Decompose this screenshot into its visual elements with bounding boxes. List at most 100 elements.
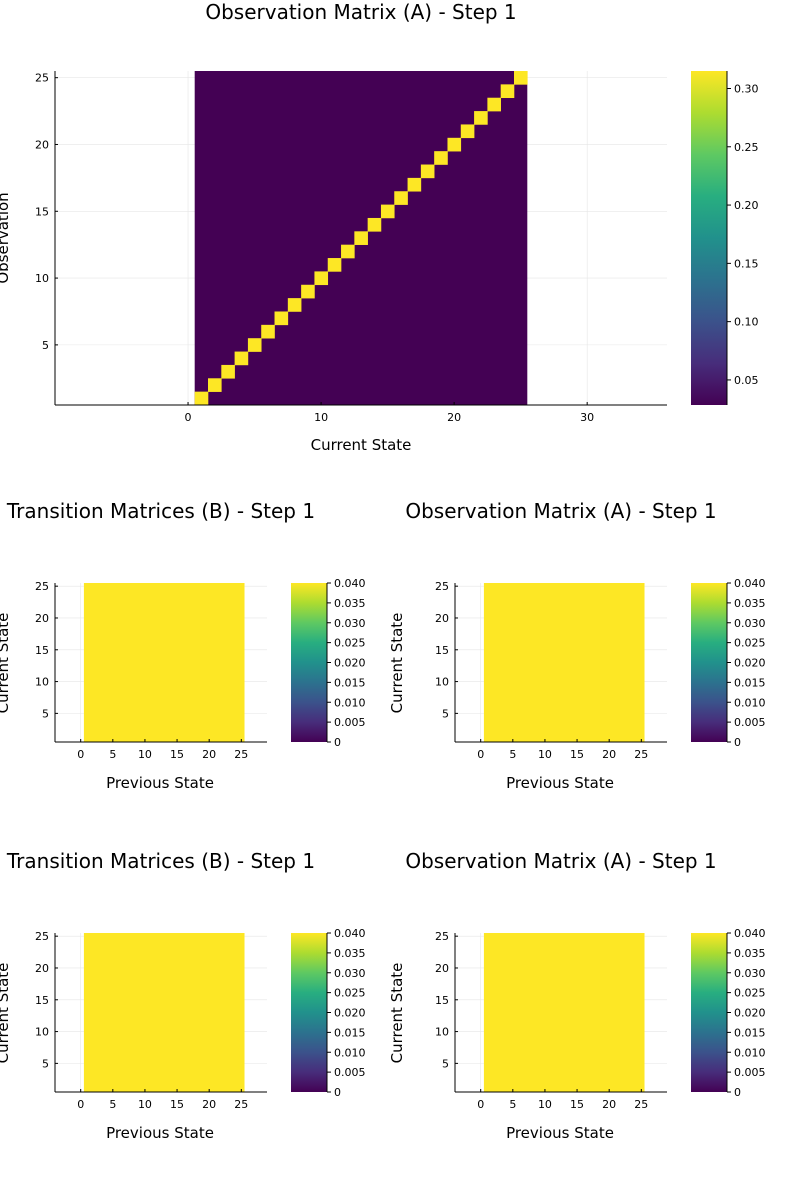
colorbar-gradient	[691, 583, 727, 742]
colorbar-tick-label: 0	[334, 1086, 341, 1099]
heatmap-uniform-block	[83, 933, 245, 1092]
chart-title: Observation Matrix (A) - Step 1	[405, 849, 716, 873]
y-tick-label: 10	[435, 676, 449, 689]
y-tick-label: 15	[435, 994, 449, 1007]
colorbar-tick-label: 0.015	[334, 676, 366, 689]
heatmap-cell-diagonal	[394, 191, 408, 205]
colorbar-tick-label: 0.040	[734, 577, 766, 590]
colorbar-tick-label: 0.025	[734, 637, 766, 650]
heatmap-cell-diagonal	[487, 97, 501, 112]
colorbar-tick-label: 0.035	[334, 597, 366, 610]
x-tick-label: 15	[570, 1098, 584, 1111]
x-axis-label: Previous State	[506, 774, 614, 792]
y-tick-label: 5	[42, 339, 49, 352]
y-tick-label: 15	[35, 644, 49, 657]
x-axis-label: Previous State	[106, 1124, 214, 1142]
y-tick-label: 20	[35, 962, 49, 975]
heatmap-cell-diagonal	[234, 351, 249, 366]
y-tick-label: 10	[35, 1026, 49, 1039]
colorbar-tick-label: 0.020	[334, 657, 366, 670]
y-tick-label: 15	[35, 994, 49, 1007]
colorbar: 0 0.005 0.010 0.015 0.020 0.025 0.030 0.035 0.04…	[691, 577, 766, 749]
y-tick-label: 25	[35, 930, 49, 943]
x-tick-label: 0	[185, 411, 192, 424]
colorbar-tick-label: 0.025	[734, 987, 766, 1000]
axes: 0 5 10 15 20 25 5 10 15 20 25	[435, 930, 667, 1111]
y-tick-label: 25	[35, 580, 49, 593]
x-tick-label: 25	[234, 1098, 248, 1111]
x-tick-label: 20	[202, 748, 216, 761]
x-tick-label: 15	[570, 748, 584, 761]
heatmap-uniform-block	[483, 933, 645, 1092]
colorbar-tick-label: 0.15	[734, 257, 759, 270]
heatmap-cell-diagonal	[287, 298, 302, 312]
x-axis-label: Previous State	[106, 774, 214, 792]
heatmap-cell-diagonal	[420, 164, 435, 179]
colorbar-tick-label: 0.020	[334, 1007, 366, 1020]
y-tick-label: 20	[435, 612, 449, 625]
colorbar-tick-label: 0.010	[334, 1046, 366, 1059]
colorbar-tick-label: 0	[334, 736, 341, 749]
y-tick-label: 5	[442, 707, 449, 720]
heatmap-cells	[83, 933, 245, 1092]
colorbar-tick-label: 0.040	[734, 927, 766, 940]
y-axis-label: Current State	[0, 613, 12, 714]
x-tick-label: 25	[634, 748, 648, 761]
axes: 0 5 10 15 20 25 5 10 15 20 25	[435, 580, 667, 761]
axes: 0 5 10 15 20 25 5 10 15 20 25	[35, 930, 267, 1111]
heatmap-cell-diagonal	[500, 84, 515, 99]
x-tick-label: 20	[202, 1098, 216, 1111]
y-tick-label: 20	[35, 138, 49, 151]
colorbar: 0 0.005 0.010 0.015 0.020 0.025 0.030 0.035 0.04…	[291, 927, 366, 1099]
y-tick-label: 5	[42, 707, 49, 720]
heatmap-cell-diagonal	[354, 231, 368, 245]
heatmap-cell-diagonal	[341, 244, 355, 259]
panel-observation-matrix-row2: Observation Matrix (A) - Step 1 0 5 10 15 20…	[388, 499, 766, 792]
x-tick-label: 30	[580, 411, 594, 424]
heatmap-cell-diagonal	[460, 124, 475, 139]
x-axis-label: Previous State	[506, 1124, 614, 1142]
colorbar-tick-label: 0.020	[734, 657, 766, 670]
x-axis-label: Current State	[311, 436, 412, 454]
heatmap-cells	[483, 933, 645, 1092]
y-tick-label: 20	[35, 612, 49, 625]
x-tick-label: 5	[109, 1098, 116, 1111]
heatmap-uniform-block	[483, 583, 645, 742]
colorbar: 0 0.005 0.010 0.015 0.020 0.025 0.030 0.035 0.04…	[291, 577, 366, 749]
y-tick-label: 25	[35, 72, 49, 85]
colorbar-gradient	[691, 933, 727, 1092]
colorbar-gradient	[291, 583, 327, 742]
x-tick-label: 20	[602, 1098, 616, 1111]
x-tick-label: 25	[234, 748, 248, 761]
colorbar-tick-label: 0.035	[334, 947, 366, 960]
y-axis-label: Observation	[0, 192, 12, 283]
colorbar-tick-label: 0.05	[734, 374, 759, 387]
heatmap-cell-diagonal	[327, 258, 342, 272]
colorbar-tick-label: 0.015	[334, 1026, 366, 1039]
colorbar-tick-label: 0.025	[334, 987, 366, 1000]
colorbar-tick-label: 0.030	[334, 967, 366, 980]
y-tick-label: 10	[35, 272, 49, 285]
x-tick-label: 0	[77, 1098, 84, 1111]
colorbar-tick-label: 0.015	[734, 676, 766, 689]
colorbar-tick-label: 0.010	[334, 696, 366, 709]
colorbar-tick-label: 0	[734, 736, 741, 749]
x-tick-label: 10	[314, 411, 328, 424]
colorbar-tick-label: 0.040	[334, 577, 366, 590]
colorbar-tick-label: 0.030	[334, 617, 366, 630]
heatmap-cell-diagonal	[380, 204, 395, 219]
panel-observation-matrix-large: Observation Matrix (A) - Step 1 0 10 20 30 5…	[0, 0, 759, 454]
x-tick-label: 0	[77, 748, 84, 761]
colorbar-gradient	[691, 71, 727, 405]
heatmap-cell-diagonal	[261, 324, 275, 339]
x-tick-label: 10	[138, 748, 152, 761]
heatmap-cell-diagonal	[194, 391, 209, 406]
y-tick-label: 10	[435, 1026, 449, 1039]
colorbar-tick-label: 0.30	[734, 82, 759, 95]
y-axis-label: Current State	[0, 963, 12, 1064]
colorbar-tick-label: 0.040	[334, 927, 366, 940]
heatmap-cell-diagonal	[514, 71, 528, 85]
heatmap-cell-diagonal	[367, 217, 382, 232]
colorbar-tick-label: 0.005	[334, 716, 366, 729]
